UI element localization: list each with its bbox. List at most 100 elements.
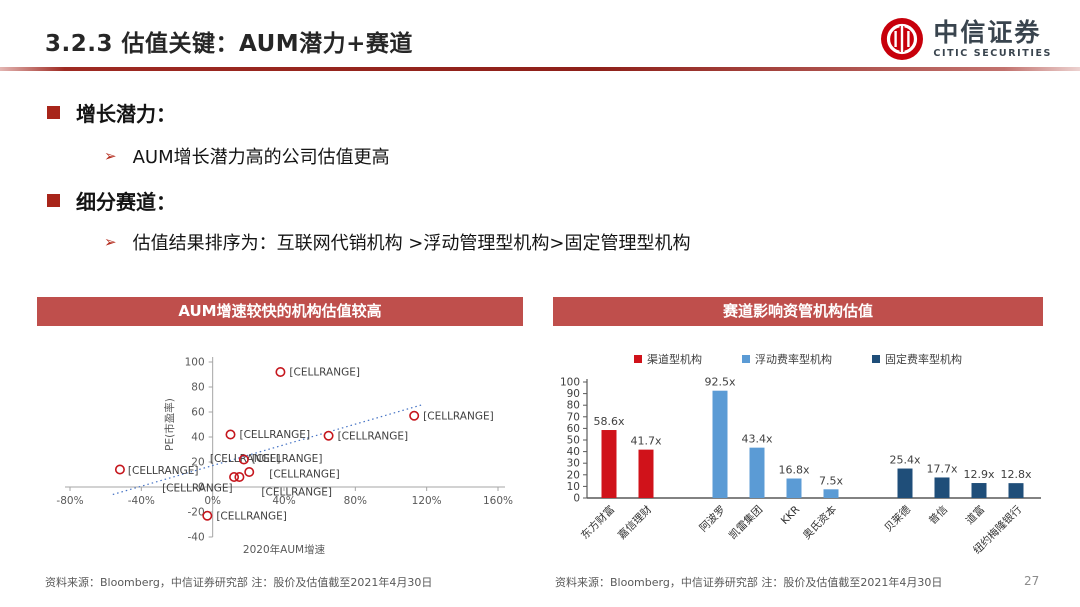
title-divider	[0, 67, 1080, 71]
scatter-chart-svg: -80% -40% 0% 40% 80% 120% 160% 100 80 60 40 20 0 -20 -…	[56, 357, 513, 557]
bar-category-label: 道富	[963, 503, 987, 527]
y-tick-label: 40	[567, 446, 580, 458]
y-axis-title: PE(市盈率)	[163, 398, 176, 451]
x-axis-title: 2020年AUM增速	[243, 543, 326, 556]
y-tick-label: 20	[567, 469, 580, 481]
citic-logo: 中信证券 CITIC SECURITIES	[879, 16, 1052, 62]
scatter-point	[114, 464, 125, 475]
bullet-segments: 细分赛道：	[47, 186, 176, 215]
bar-value-label: 17.7x	[926, 462, 957, 475]
x-tick-label: 80%	[344, 495, 367, 507]
legend-item: 渠道型机构	[634, 351, 702, 367]
cellrange-label: [CELLRANGE]	[261, 487, 332, 499]
cellrange-label: [CELLRANGE]	[240, 429, 311, 441]
bullet-growth-potential: 增长潜力：	[47, 98, 176, 127]
page-number: 27	[1024, 574, 1040, 588]
legend-label: 固定费率型机构	[885, 353, 962, 366]
bar	[1008, 483, 1024, 498]
bar-category-label: 阿波罗	[697, 503, 728, 534]
scatter-point	[238, 454, 249, 465]
logo-name-cn: 中信证券	[933, 17, 1042, 47]
bullet-heading: 细分赛道：	[76, 190, 176, 214]
bar-value-label: 92.5x	[704, 376, 735, 389]
y-tick-label: 40	[191, 432, 204, 444]
y-tick-label: 70	[567, 411, 580, 423]
bullet-square-icon	[47, 106, 60, 119]
bar-value-label: 7.5x	[819, 474, 843, 487]
y-tick-label: 30	[567, 458, 580, 470]
y-tick-label: 0	[198, 482, 205, 494]
legend-label: 浮动费率型机构	[755, 353, 832, 366]
bar-category-label: 奥氏资本	[800, 503, 839, 542]
right-chart-banner: 赛道影响资管机构估值	[553, 297, 1043, 326]
x-tick-label: -80%	[56, 495, 83, 507]
scatter-point	[275, 366, 286, 377]
legend-label: 渠道型机构	[647, 353, 702, 366]
bar-category-label: 凯雷集团	[726, 503, 765, 542]
y-tick-label: 50	[567, 435, 580, 447]
x-tick-label: 160%	[483, 495, 513, 507]
y-tick-label: -40	[188, 532, 205, 544]
page-title: 3.2.3 估值关键：AUM潜力+赛道	[45, 31, 413, 57]
legend-swatch-icon	[742, 355, 750, 363]
bar-value-label: 12.8x	[1000, 468, 1031, 481]
logo-text: 中信证券 CITIC SECURITIES	[933, 20, 1052, 59]
bar	[786, 478, 802, 498]
bar-category-label: 东方财富	[578, 503, 617, 542]
x-tick-label: -40%	[128, 495, 155, 507]
arrow-bullet-icon: ➢	[104, 147, 117, 165]
scatter-point	[323, 430, 334, 441]
legend-swatch-icon	[634, 355, 642, 363]
y-tick-label: 100	[185, 357, 205, 369]
cellrange-label: [CELLRANGE]	[210, 453, 281, 465]
bar-chart: 0 10 20 30 40 50 60 70 80 90 100 58.6x 东方财富 41.7x 嘉信理财…	[553, 372, 1043, 564]
bar-value-label: 43.4x	[741, 433, 772, 446]
legend-item: 浮动费率型机构	[742, 351, 832, 367]
y-tick-label: 80	[567, 400, 580, 412]
cellrange-label: [CELLRANGE]	[269, 469, 340, 481]
cellrange-label: [CELLRANGE]	[289, 367, 360, 379]
citic-emblem-icon	[881, 18, 924, 60]
y-tick-label: -20	[188, 507, 205, 519]
bar-value-label: 25.4x	[889, 454, 920, 467]
scatter-point	[244, 467, 255, 478]
source-note-right: 资料来源：Bloomberg，中信证券研究部 注：股价及估值截至2021年4月3…	[555, 576, 943, 589]
cellrange-label: [CELLRANGE]	[216, 510, 287, 522]
bar-value-label: 16.8x	[778, 464, 809, 477]
y-tick-label: 90	[567, 388, 580, 400]
trendline	[112, 403, 424, 496]
bar-category-label: KKR	[779, 504, 802, 527]
arrow-bullet-icon: ➢	[104, 233, 117, 251]
left-chart-banner: AUM增速较快的机构估值较高	[37, 297, 523, 326]
bar-category-label: 普信	[926, 503, 950, 527]
bar	[638, 449, 654, 498]
scatter-chart: -80% -40% 0% 40% 80% 120% 160% 100 80 60 40 20 0 -20 -…	[37, 338, 523, 566]
legend-item: 固定费率型机构	[872, 351, 962, 367]
bar	[712, 390, 728, 498]
scatter-point	[234, 472, 245, 483]
subbullet-aum-growth: ➢ AUM增长潜力高的公司估值更高	[104, 143, 390, 169]
y-tick-label: 80	[191, 382, 204, 394]
bullet-heading: 增长潜力：	[76, 102, 176, 126]
subbullet-text: 估值结果排序为：互联网代销机构 >浮动管理型机构>固定管理型机构	[132, 233, 691, 254]
scatter-point	[225, 429, 236, 440]
y-tick-label: 60	[567, 423, 580, 435]
bullet-square-icon	[47, 194, 60, 207]
bar-value-label: 58.6x	[593, 415, 624, 428]
bar-value-label: 12.9x	[963, 468, 994, 481]
bar-category-label: 嘉信理财	[615, 503, 654, 542]
cellrange-label: [CELLRANGE]	[423, 410, 494, 422]
y-tick-label: 10	[567, 481, 580, 493]
legend-swatch-icon	[872, 355, 880, 363]
cellrange-label: [CELLRANGE]	[252, 453, 323, 465]
bar	[934, 477, 950, 498]
x-tick-label: 40%	[272, 495, 295, 507]
y-tick-label: 20	[191, 457, 204, 469]
bar	[971, 483, 987, 498]
bar-value-label: 41.7x	[630, 435, 661, 448]
bar	[897, 468, 913, 498]
cellrange-label: [CELLRANGE]	[162, 483, 233, 495]
subbullet-valuation-order: ➢ 估值结果排序为：互联网代销机构 >浮动管理型机构>固定管理型机构	[104, 229, 690, 255]
